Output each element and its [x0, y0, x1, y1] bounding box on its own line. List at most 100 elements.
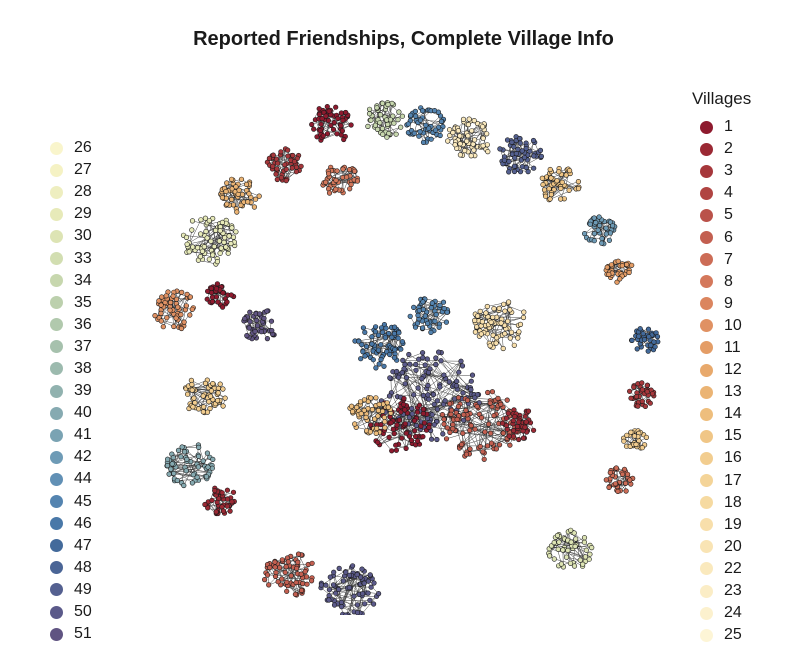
- villager-node: [398, 346, 404, 352]
- friendship-edge: [209, 220, 221, 254]
- friendship-edge: [440, 360, 471, 388]
- friendship-edge: [361, 596, 377, 614]
- villager-node: [538, 153, 545, 160]
- villager-node: [204, 235, 210, 241]
- friendship-edge: [466, 448, 495, 453]
- villager-node: [368, 395, 374, 401]
- legend-right-item-20: 20: [700, 536, 751, 558]
- villager-node: [615, 488, 621, 495]
- villager-node: [391, 331, 398, 337]
- villager-node: [509, 139, 515, 145]
- legend-swatch: [700, 540, 713, 554]
- legend-swatch: [50, 472, 63, 486]
- villager-node: [505, 318, 511, 324]
- villager-node: [480, 143, 486, 149]
- villager-node: [374, 425, 380, 432]
- friendship-edge: [403, 399, 420, 406]
- legend-right-item-2: 2: [700, 138, 751, 160]
- villager-node: [621, 438, 627, 444]
- villager-node: [388, 420, 394, 426]
- villager-node: [450, 129, 456, 136]
- villager-node: [511, 342, 517, 348]
- villager-node: [539, 175, 545, 181]
- villager-node: [256, 193, 262, 199]
- villager-node: [429, 300, 435, 306]
- villager-node: [214, 499, 220, 506]
- legend-right-item-19: 19: [700, 514, 751, 536]
- villager-node: [480, 135, 486, 141]
- legend-swatch: [700, 253, 713, 267]
- villager-node: [380, 408, 386, 414]
- villager-node: [361, 407, 367, 414]
- villager-node: [434, 398, 440, 404]
- villager-node: [266, 155, 272, 162]
- villager-node: [420, 350, 426, 356]
- villager-node: [464, 138, 470, 144]
- villager-node: [497, 442, 503, 448]
- villager-node: [502, 331, 508, 337]
- villager-node: [637, 326, 643, 332]
- friendship-edge: [423, 374, 444, 377]
- villager-node: [223, 188, 229, 195]
- villager-node: [512, 155, 518, 161]
- villager-node: [447, 401, 453, 407]
- villager-node: [425, 320, 431, 326]
- villager-node: [367, 429, 373, 435]
- villager-node: [402, 361, 408, 368]
- villager-node: [222, 235, 228, 241]
- villager-node: [400, 357, 406, 364]
- villager-node: [320, 133, 326, 139]
- legend-swatch: [700, 341, 713, 355]
- villager-node: [563, 554, 570, 560]
- villager-node: [381, 414, 387, 421]
- villager-node: [197, 254, 203, 260]
- legend-label: 38: [74, 359, 92, 377]
- villager-node: [488, 440, 495, 446]
- villager-node: [214, 398, 221, 404]
- villager-node: [639, 387, 646, 393]
- villager-node: [226, 233, 232, 239]
- villager-node: [517, 135, 523, 142]
- villager-node: [184, 241, 190, 247]
- legend-label: 20: [724, 537, 742, 555]
- villager-node: [326, 587, 332, 593]
- villager-node: [368, 584, 374, 590]
- villager-node: [506, 158, 512, 165]
- villager-node: [525, 408, 532, 414]
- villager-node: [309, 578, 315, 584]
- villager-node: [604, 264, 610, 270]
- friendship-edge: [420, 119, 443, 122]
- friendship-edge: [289, 565, 302, 592]
- villager-node: [340, 117, 346, 124]
- legend-label: 6: [724, 228, 733, 246]
- friendship-edge: [503, 304, 524, 313]
- villager-node: [417, 117, 424, 123]
- villager-node: [229, 499, 235, 505]
- villager-node: [330, 582, 337, 588]
- villager-node: [221, 239, 227, 245]
- villager-node: [381, 363, 387, 369]
- villager-node: [294, 155, 300, 162]
- legend-label: 11: [724, 338, 741, 356]
- villager-node: [178, 454, 184, 460]
- villager-node: [336, 565, 342, 572]
- villager-node: [386, 330, 392, 337]
- villager-node: [264, 308, 270, 314]
- villager-node: [472, 137, 478, 143]
- villager-node: [282, 569, 288, 576]
- villager-node: [274, 166, 280, 172]
- villager-node: [420, 108, 426, 114]
- villager-node: [589, 545, 595, 551]
- legend-right: Villages 1 2 3 4 5 6 7 8 9 10 11 12 13 14 15 16 17 18 19 20…: [692, 88, 751, 646]
- villager-node: [361, 397, 367, 403]
- villager-node: [189, 381, 195, 388]
- villager-node: [504, 397, 510, 403]
- villager-node: [292, 591, 298, 597]
- villager-node: [548, 175, 554, 181]
- villager-node: [501, 157, 508, 163]
- villager-node: [606, 271, 612, 277]
- villager-node: [599, 235, 605, 242]
- villager-node: [466, 116, 472, 122]
- friendship-edge: [389, 395, 424, 397]
- friendship-edge: [449, 408, 498, 430]
